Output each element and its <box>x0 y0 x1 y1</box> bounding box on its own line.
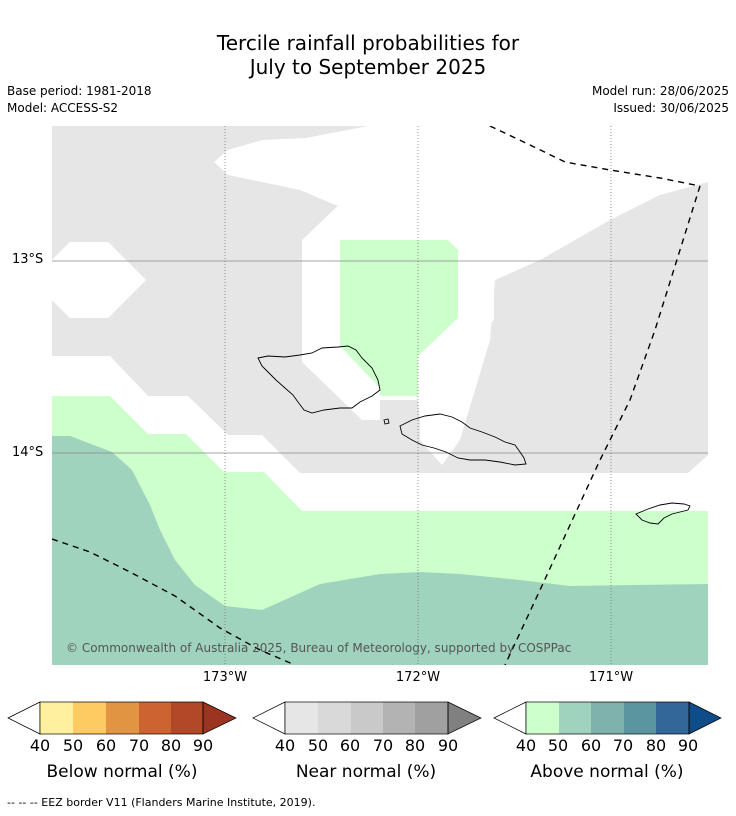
tick-near-40: 40 <box>274 736 296 755</box>
model-run: Model run: 28/06/2025 <box>591 84 729 98</box>
base-period: Base period: 1981-2018 <box>7 84 152 98</box>
lat-label-13s: 13°S <box>12 252 44 267</box>
tick-above-60: 60 <box>580 736 602 755</box>
lat-label-14s: 14°S <box>12 445 44 460</box>
tick-above-50: 50 <box>547 736 569 755</box>
title-line-2: July to September 2025 <box>249 55 487 79</box>
above-normal-40-island-region <box>340 240 458 396</box>
issued-date: Issued: 30/06/2025 <box>613 101 729 115</box>
island-tutuila <box>635 502 691 525</box>
tick-near-90: 90 <box>437 736 459 755</box>
tick-below-50: 50 <box>62 736 84 755</box>
island-manono <box>383 418 390 425</box>
colorbar-title-above: Above normal (%) <box>530 762 684 782</box>
colorbar-above-normal <box>493 701 722 735</box>
above-normal-50-region <box>52 436 708 665</box>
eez-border-north <box>489 126 701 187</box>
tick-below-60: 60 <box>95 736 117 755</box>
model-name: Model: ACCESS-S2 <box>7 101 119 115</box>
tick-above-40: 40 <box>515 736 537 755</box>
tick-below-70: 70 <box>128 736 150 755</box>
meta-right: Model run: 28/06/2025 Issued: 30/06/2025 <box>592 83 729 117</box>
eez-border-south <box>52 538 296 665</box>
tick-below-90: 90 <box>192 736 214 755</box>
tick-near-80: 80 <box>404 736 426 755</box>
colorbar-below-normal <box>7 701 237 735</box>
lon-label-171w: 171°W <box>588 670 634 685</box>
tick-below-80: 80 <box>160 736 182 755</box>
island-savaii <box>257 345 381 414</box>
eez-legend-footnote: -- -- -- EEZ border V11 (Flanders Marine… <box>7 796 316 809</box>
eez-border-east <box>504 185 701 665</box>
colorbar-title-below: Below normal (%) <box>46 762 198 782</box>
tick-near-50: 50 <box>307 736 329 755</box>
island-upolu <box>399 413 527 466</box>
copyright-notice: © Commonwealth of Australia 2025, Bureau… <box>66 641 572 655</box>
meta-left: Base period: 1981-2018 Model: ACCESS-S2 <box>7 83 152 117</box>
colorbar-near-normal <box>252 701 482 735</box>
lon-label-172w: 172°W <box>395 670 441 685</box>
tick-above-70: 70 <box>612 736 634 755</box>
tick-above-80: 80 <box>645 736 667 755</box>
tick-near-60: 60 <box>339 736 361 755</box>
tick-below-40: 40 <box>29 736 51 755</box>
tick-above-90: 90 <box>677 736 699 755</box>
chart-title: Tercile rainfall probabilities for July … <box>0 31 736 79</box>
near-normal-region <box>52 126 708 473</box>
tick-near-70: 70 <box>372 736 394 755</box>
colorbar-title-near: Near normal (%) <box>295 762 437 782</box>
title-line-1: Tercile rainfall probabilities for <box>216 31 520 55</box>
lon-label-173w: 173°W <box>202 670 248 685</box>
